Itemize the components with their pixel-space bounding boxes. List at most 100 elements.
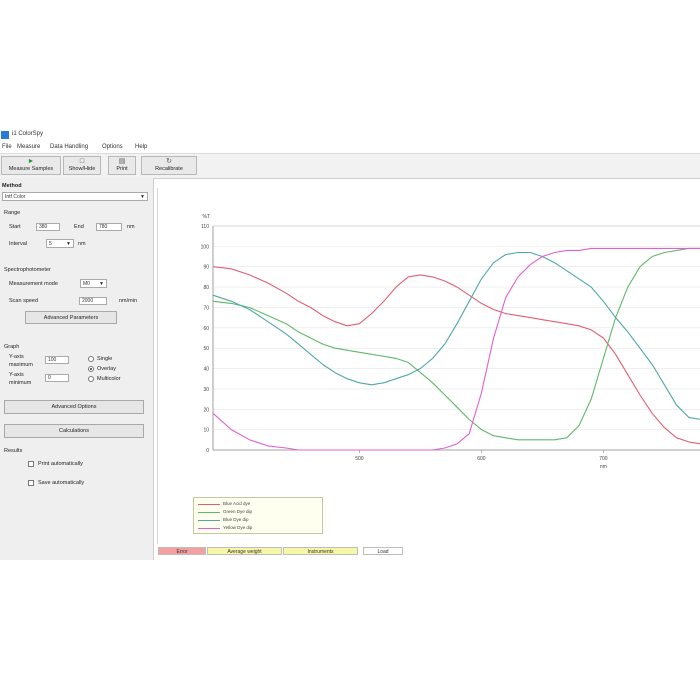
y-axis-min-label-2: minimum — [9, 380, 32, 386]
measurement-mode-label: Measurement mode — [9, 281, 58, 287]
y-tick-label: 110 — [201, 224, 209, 230]
print-label: Print — [116, 166, 128, 172]
spectrum-chart: 0 10 20 30 40 50 60 70 80 90 100 110 500 600 700 %T nm — [201, 214, 700, 470]
print-icon: ▤ — [118, 158, 126, 165]
show-hide-label: Show/Hide — [68, 166, 96, 172]
menu-options[interactable]: Options — [102, 144, 123, 150]
show-hide-button[interactable]: □ Show/Hide — [63, 156, 101, 175]
advanced-options-button[interactable]: Advanced Options — [4, 400, 144, 414]
menu-data-handling[interactable]: Data Handling — [50, 144, 89, 150]
x-tick-label: 500 — [355, 456, 364, 462]
recalibrate-icon: ↻ — [166, 158, 172, 165]
y-axis-min-input[interactable]: 0 — [45, 374, 69, 382]
measure-samples-button[interactable]: ► Measure Samples — [1, 156, 61, 175]
status-error: Error — [158, 547, 206, 555]
graph-label: Graph — [4, 344, 20, 350]
print-button[interactable]: ▤ Print — [108, 156, 136, 175]
app-title: i1 ColorSpy — [12, 131, 44, 137]
y-tick-label: 50 — [203, 346, 209, 352]
legend-label: Blue Dye dip — [223, 517, 249, 522]
y-axis-max-label-1: Y-axis — [9, 354, 24, 360]
app-window: i1 ColorSpy File Measure Data Handling O… — [0, 128, 700, 568]
save-automatically-checkbox[interactable] — [28, 480, 34, 486]
status-average-weight: Average weight — [207, 547, 282, 555]
recalibrate-button[interactable]: ↻ Recalibrate — [141, 156, 197, 175]
method-select[interactable]: Intf Color ▼ — [2, 192, 148, 201]
interval-select[interactable]: 5 ▼ — [46, 239, 74, 248]
multicolor-radio[interactable] — [88, 376, 94, 382]
method-label: Method — [2, 183, 22, 189]
print-automatically-checkbox[interactable] — [28, 461, 34, 467]
end-unit: nm — [127, 224, 135, 230]
overlay-radio-label: Overlay — [97, 366, 116, 372]
recalibrate-label: Recalibrate — [155, 166, 183, 172]
start-label: Start — [9, 224, 21, 230]
y-axis-max-label-2: maximum — [9, 362, 33, 368]
status-load: Load — [363, 547, 403, 555]
y-axis-label: %T — [203, 214, 211, 220]
x-axis-label: nm — [600, 464, 607, 470]
y-tick-label: 10 — [203, 428, 209, 434]
show-hide-icon: □ — [79, 158, 85, 165]
multicolor-radio-label: Multicolor — [97, 376, 121, 382]
print-automatically-label: Print automatically — [38, 461, 83, 467]
x-tick-label: 700 — [599, 456, 608, 462]
calculations-button[interactable]: Calculations — [4, 424, 144, 438]
end-input[interactable]: 780 — [96, 223, 122, 231]
interval-value: 5 — [49, 241, 52, 247]
legend-swatch — [198, 528, 220, 529]
range-label: Range — [4, 210, 21, 216]
menu-file[interactable]: File — [2, 144, 12, 150]
measure-samples-label: Measure Samples — [8, 166, 54, 172]
legend-label: Blue Acid dye — [223, 501, 251, 506]
y-tick-label: 80 — [203, 285, 209, 291]
single-radio[interactable] — [88, 356, 94, 362]
scan-speed-input[interactable]: 2000 — [79, 297, 107, 305]
legend-item: Blue Acid dye — [198, 501, 320, 508]
start-input[interactable]: 380 — [36, 223, 60, 231]
chevron-down-icon: ▼ — [66, 241, 71, 247]
series-line — [212, 247, 700, 451]
x-tick-label: 600 — [477, 456, 486, 462]
series-line — [212, 247, 700, 441]
measure-icon: ► — [27, 158, 35, 165]
legend-swatch — [198, 504, 220, 505]
legend-swatch — [198, 520, 220, 521]
single-radio-label: Single — [97, 356, 113, 362]
chevron-down-icon: ▼ — [99, 281, 104, 287]
interval-unit: nm — [78, 241, 86, 247]
overlay-radio[interactable] — [88, 366, 94, 372]
advanced-parameters-button[interactable]: Advanced Parameters — [25, 311, 117, 324]
interval-label: Interval — [9, 241, 28, 247]
app-logo-icon — [1, 131, 9, 139]
legend-item: Blue Dye dip — [198, 517, 320, 524]
menu-measure[interactable]: Measure — [17, 144, 41, 150]
y-tick-label: 40 — [203, 367, 209, 373]
y-axis-max-input[interactable]: 100 — [45, 356, 69, 364]
y-tick-label: 70 — [203, 305, 209, 311]
measurement-mode-value: M0 — [83, 281, 90, 287]
y-tick-label: 90 — [203, 265, 209, 271]
menu-help[interactable]: Help — [135, 144, 148, 150]
end-label: End — [74, 224, 84, 230]
toolbar: ► Measure Samples □ Show/Hide ▤ Print ↻ … — [0, 153, 700, 179]
y-axis-min-label-1: Y-axis — [9, 372, 24, 378]
spectrophotometer-label: Spectrophotometer — [4, 267, 51, 273]
menu-bar: File Measure Data Handling Options Help — [0, 142, 700, 153]
y-tick-label: 60 — [203, 326, 209, 332]
method-value: Intf Color — [5, 194, 26, 200]
title-bar: i1 ColorSpy — [0, 128, 700, 142]
settings-panel: Method Intf Color ▼ Range Start 380 End … — [0, 178, 154, 560]
chart-area: 0 10 20 30 40 50 60 70 80 90 100 110 500 600 700 %T nm — [157, 188, 700, 544]
y-tick-label: 30 — [203, 387, 209, 393]
legend-label: Green Dye dip — [223, 509, 253, 514]
series-line — [212, 251, 700, 420]
legend-swatch — [198, 512, 220, 513]
measurement-mode-select[interactable]: M0 ▼ — [80, 279, 107, 288]
results-label: Results — [4, 448, 23, 454]
scan-speed-label: Scan speed — [9, 298, 39, 304]
chevron-down-icon: ▼ — [140, 194, 145, 200]
legend-item: Green Dye dip — [198, 509, 320, 516]
legend-item: Yellow Dye dip — [198, 525, 320, 532]
status-instruments: Instruments — [283, 547, 358, 555]
